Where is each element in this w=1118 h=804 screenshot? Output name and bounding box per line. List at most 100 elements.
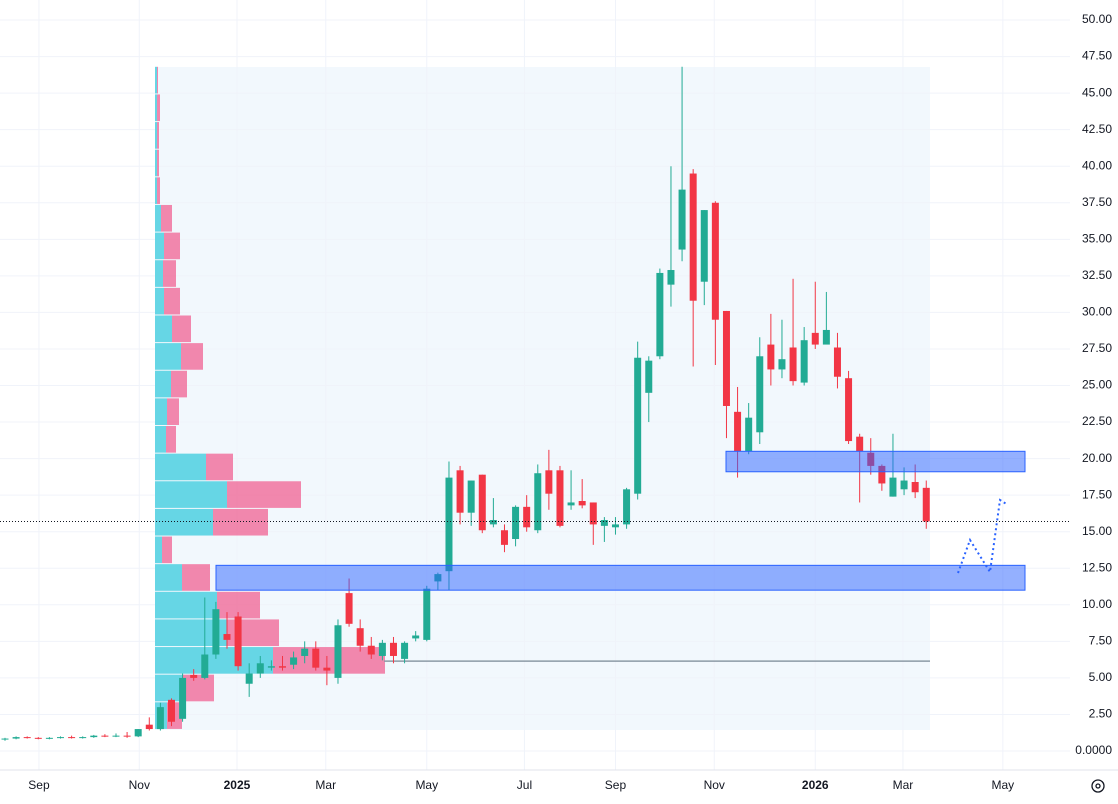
x-tick-label: Mar (893, 778, 914, 792)
y-tick-label: 40.00 (1082, 158, 1112, 172)
candle-body (734, 411, 742, 452)
profile-up (155, 398, 167, 426)
candle-body (23, 737, 31, 739)
candle-body (256, 663, 264, 674)
candle-body (512, 506, 520, 540)
settings-icon[interactable] (1091, 779, 1105, 793)
y-tick-label: 42.50 (1082, 122, 1112, 136)
y-tick-label: 20.00 (1082, 451, 1112, 465)
y-tick-label: 45.00 (1082, 85, 1112, 99)
zones (215, 450, 1026, 591)
profile-down (181, 343, 203, 370)
candle-body (556, 470, 564, 526)
candle-body (811, 332, 819, 345)
candle-body (767, 344, 775, 370)
candle-body (278, 666, 286, 668)
candle-body (467, 480, 475, 513)
candle-body (800, 340, 808, 383)
profile-down (167, 398, 179, 426)
candle-body (534, 473, 542, 531)
y-tick-label: 22.50 (1082, 414, 1112, 428)
candle-body (267, 666, 275, 668)
candle-body (423, 588, 431, 640)
candle-body (156, 707, 164, 730)
profile-up (155, 674, 182, 702)
candle-body (234, 616, 242, 667)
candle-body (223, 634, 231, 640)
zone (215, 564, 1026, 591)
profile-up (155, 315, 172, 343)
candle-body (190, 674, 198, 678)
y-tick-label: 0.0000 (1075, 743, 1112, 757)
y-tick-label: 25.00 (1082, 378, 1112, 392)
profile-up (155, 232, 164, 260)
profile-up (155, 453, 206, 481)
candle-body (301, 648, 309, 656)
candle-body (645, 360, 653, 393)
x-tick-label: 2026 (802, 778, 829, 792)
candle-body (12, 737, 20, 739)
y-tick-label: 37.50 (1082, 195, 1112, 209)
candle-body (79, 737, 87, 739)
candle-body (678, 189, 686, 250)
candle-body (833, 347, 841, 377)
candle-body (145, 724, 153, 730)
candle-body (212, 609, 220, 655)
profile-down (164, 232, 180, 260)
profile-up (155, 370, 171, 398)
candle-body (756, 356, 764, 433)
candle-body (456, 470, 464, 513)
candle-body (911, 481, 919, 493)
profile-down (227, 481, 301, 508)
profile-down (161, 204, 172, 232)
candle-body (722, 310, 730, 406)
profile-down (163, 260, 176, 287)
candle-body (123, 735, 131, 737)
profile-up (155, 481, 227, 508)
x-tick-label: Nov (704, 778, 725, 792)
profile-down (157, 122, 159, 149)
y-tick-label: 5.00 (1089, 670, 1113, 684)
profile-down (182, 674, 214, 702)
y-tick-label: 12.50 (1082, 560, 1112, 574)
candle-body (245, 673, 253, 684)
y-tick-label: 50.00 (1082, 12, 1112, 26)
x-tick-label: Jul (517, 778, 532, 792)
profile-up (155, 204, 161, 232)
candles (0, 66, 1070, 741)
x-tick-label: Nov (129, 778, 150, 792)
profile-up (155, 94, 157, 122)
candle-body (745, 417, 753, 452)
candle-body (401, 642, 409, 659)
candle-body (778, 359, 786, 370)
profile-down (171, 370, 187, 398)
candle-body (789, 347, 797, 382)
candle-body (822, 329, 830, 345)
y-tick-label: 7.50 (1089, 634, 1113, 648)
candle-body (611, 524, 619, 528)
candle-body (589, 502, 597, 525)
candle-body (412, 635, 420, 639)
candle-body (378, 642, 386, 656)
candle-body (900, 480, 908, 490)
candle-body (500, 530, 508, 545)
y-tick-label: 15.00 (1082, 524, 1112, 538)
candle-body (578, 501, 586, 506)
profile-up (155, 536, 162, 564)
candle-body (290, 657, 298, 665)
profile-down (157, 149, 159, 177)
candle-body (389, 642, 397, 656)
candle-body (56, 737, 64, 739)
candle-body (856, 436, 864, 452)
overlay (155, 66, 930, 729)
profile-down (164, 287, 180, 315)
profile-up (155, 287, 164, 315)
candle-body (68, 737, 76, 739)
y-tick-label: 47.50 (1082, 49, 1112, 63)
y-tick-label: 32.50 (1082, 268, 1112, 282)
y-tick-label: 27.50 (1082, 341, 1112, 355)
profile-down (172, 315, 191, 343)
profile-up (155, 591, 217, 619)
candle-body (667, 270, 675, 285)
y-tick-label: 30.00 (1082, 305, 1112, 319)
